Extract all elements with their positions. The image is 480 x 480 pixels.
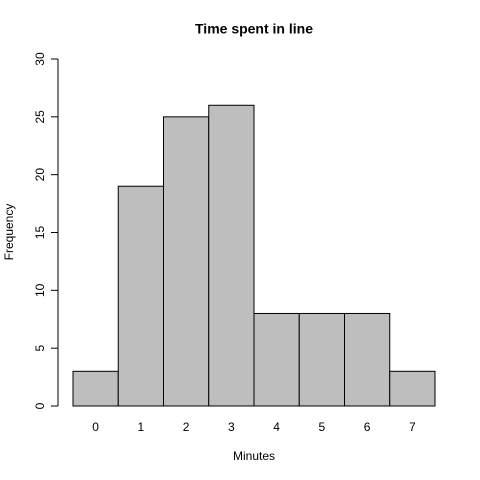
bar: [117, 185, 164, 407]
bar: [298, 312, 345, 407]
bar: [389, 370, 436, 407]
bar: [163, 116, 210, 407]
y-tick-label: 10: [33, 283, 47, 297]
x-tick-label: 1: [138, 420, 145, 434]
x-tick-label: 2: [183, 420, 190, 434]
y-tick-label: 30: [33, 52, 47, 66]
x-tick-label: 6: [364, 420, 371, 434]
x-tick-label: 7: [409, 420, 416, 434]
x-tick-label: 5: [319, 420, 326, 434]
x-axis-label: Minutes: [233, 449, 275, 463]
chart-title: Time spent in line: [195, 21, 313, 37]
y-tick-label: 20: [33, 168, 47, 182]
x-tick-label: 4: [273, 420, 280, 434]
bar: [253, 312, 300, 407]
y-axis-label: Frequency: [2, 204, 16, 261]
x-tick-label: 3: [228, 420, 235, 434]
y-tick-label: 0: [33, 402, 47, 409]
y-tick-label: 25: [33, 110, 47, 124]
bar: [208, 104, 255, 407]
bar: [344, 312, 391, 407]
x-tick-label: 0: [92, 420, 99, 434]
y-tick-label: 5: [33, 345, 47, 352]
bar: [72, 370, 119, 407]
y-tick-label: 15: [33, 226, 47, 240]
